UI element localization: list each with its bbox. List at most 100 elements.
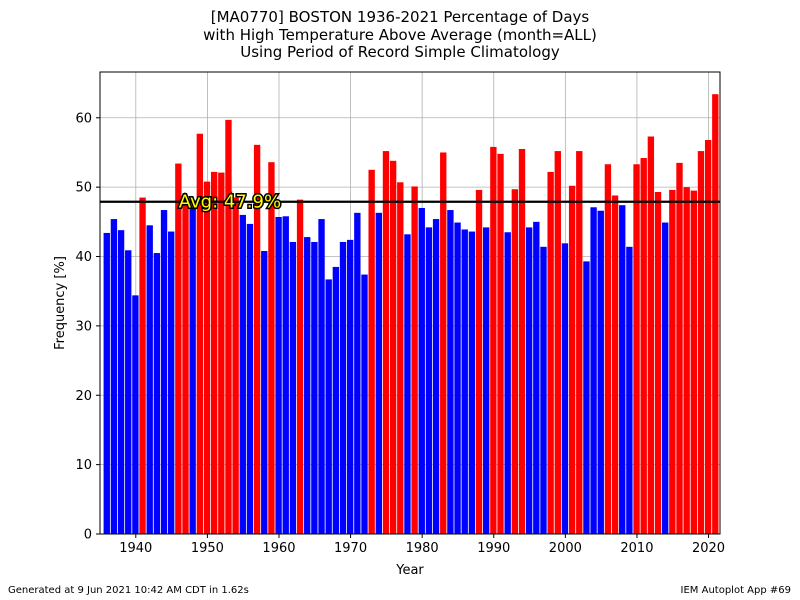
bar-1955 xyxy=(239,214,246,535)
bar-1969 xyxy=(339,241,347,534)
bar-2012 xyxy=(647,136,655,534)
bar-1952 xyxy=(218,172,225,535)
y-axis-label: Frequency [%] xyxy=(53,256,68,350)
bar-1981 xyxy=(425,227,433,534)
bar-2013 xyxy=(654,192,662,534)
bar-1974 xyxy=(375,212,382,534)
bar-1950 xyxy=(203,181,211,534)
bar-1942 xyxy=(146,225,153,534)
bar-2014 xyxy=(662,222,669,534)
plot-frame xyxy=(99,71,721,535)
bar-series xyxy=(103,94,719,535)
bar-2008 xyxy=(619,205,626,534)
bar-2010 xyxy=(633,164,640,534)
average-label: Avg: 47.9% xyxy=(179,192,281,213)
bar-1966 xyxy=(318,219,325,535)
bar-2004 xyxy=(590,207,597,534)
bar-1977 xyxy=(397,182,404,534)
x-tick-label: 1970 xyxy=(334,541,367,556)
bar-1994 xyxy=(518,149,526,534)
bar-2020 xyxy=(704,139,712,534)
bar-1943 xyxy=(153,253,161,534)
y-tick-label: 0 xyxy=(84,528,92,543)
bar-1984 xyxy=(447,210,454,534)
x-tick-label: 2020 xyxy=(692,541,725,556)
bar-1976 xyxy=(389,160,397,534)
bar-1989 xyxy=(483,227,490,534)
bar-1985 xyxy=(454,222,461,534)
bar-1997 xyxy=(540,246,547,535)
average-line-group: Avg: 47.9% xyxy=(100,190,720,214)
bar-1971 xyxy=(354,212,361,534)
x-tick-label: 1950 xyxy=(191,541,224,556)
chart-title: [MA0770] BOSTON 1936-2021 Percentage of … xyxy=(203,8,597,61)
y-tick-label: 40 xyxy=(75,250,92,265)
bar-1993 xyxy=(511,189,519,534)
bar-1946 xyxy=(175,163,182,534)
bar-2002 xyxy=(576,151,583,534)
bar-1938 xyxy=(117,230,125,534)
bar-1964 xyxy=(304,237,311,534)
bar-2000 xyxy=(561,243,569,534)
x-tick-label: 2010 xyxy=(620,541,653,556)
chart-title-line-2: with High Temperature Above Average (mon… xyxy=(203,26,597,44)
bar-1973 xyxy=(368,169,375,535)
bar-1936 xyxy=(103,232,110,534)
y-tick-label: 20 xyxy=(75,389,92,404)
bar-1957 xyxy=(253,144,261,535)
bar-1979 xyxy=(411,186,418,534)
bar-1978 xyxy=(404,234,411,534)
bar-1956 xyxy=(246,223,254,534)
bar-2019 xyxy=(697,151,705,534)
bar-1963 xyxy=(296,199,304,534)
bar-1990 xyxy=(490,146,497,534)
bar-1945 xyxy=(168,231,175,534)
bar-1948 xyxy=(189,207,196,534)
y-axis-ticks: 0 10 20 30 40 50 60 xyxy=(75,111,100,543)
bar-1998 xyxy=(547,171,554,534)
bar-1987 xyxy=(468,231,476,534)
bar-1980 xyxy=(418,207,425,534)
bar-2009 xyxy=(626,246,633,535)
bar-1939 xyxy=(125,250,132,534)
x-tick-label: 1980 xyxy=(406,541,439,556)
footer-generated-text: Generated at 9 Jun 2021 10:42 AM CDT in … xyxy=(8,585,249,596)
bar-1965 xyxy=(311,241,318,534)
y-tick-label: 60 xyxy=(75,111,92,126)
bar-1962 xyxy=(289,241,297,534)
bar-1947 xyxy=(182,199,189,534)
bar-1959 xyxy=(268,162,275,534)
bar-1996 xyxy=(533,221,540,535)
bar-2003 xyxy=(583,261,590,534)
bar-1944 xyxy=(160,210,168,534)
bar-2018 xyxy=(690,190,698,534)
footer-app-id: IEM Autoplot App #69 xyxy=(680,585,791,596)
bar-1937 xyxy=(110,219,118,535)
bar-2007 xyxy=(611,195,619,534)
bar-1960 xyxy=(275,216,282,534)
bar-1970 xyxy=(346,239,354,534)
bar-1992 xyxy=(504,232,511,535)
y-tick-label: 10 xyxy=(75,458,92,473)
bar-1972 xyxy=(361,274,368,534)
bar-1999 xyxy=(554,151,561,534)
bar-2016 xyxy=(676,162,683,534)
bar-2015 xyxy=(669,189,676,535)
bar-2011 xyxy=(640,158,647,535)
x-axis-ticks: 1940 1950 1960 1970 1980 1990 2000 2010 2020 xyxy=(119,534,725,556)
bar-1953 xyxy=(225,119,232,534)
y-tick-label: 50 xyxy=(75,181,92,196)
bar-1986 xyxy=(461,229,468,534)
bar-1983 xyxy=(440,152,447,534)
bar-1941 xyxy=(139,197,146,534)
x-tick-label: 1940 xyxy=(119,541,152,556)
bar-1954 xyxy=(232,197,239,534)
bar-1968 xyxy=(332,266,340,534)
bar-2021 xyxy=(712,94,719,535)
bar-1967 xyxy=(325,279,332,534)
bar-1991 xyxy=(497,153,504,535)
x-tick-label: 2000 xyxy=(549,541,582,556)
bar-1995 xyxy=(525,227,533,534)
bar-2017 xyxy=(683,187,690,535)
